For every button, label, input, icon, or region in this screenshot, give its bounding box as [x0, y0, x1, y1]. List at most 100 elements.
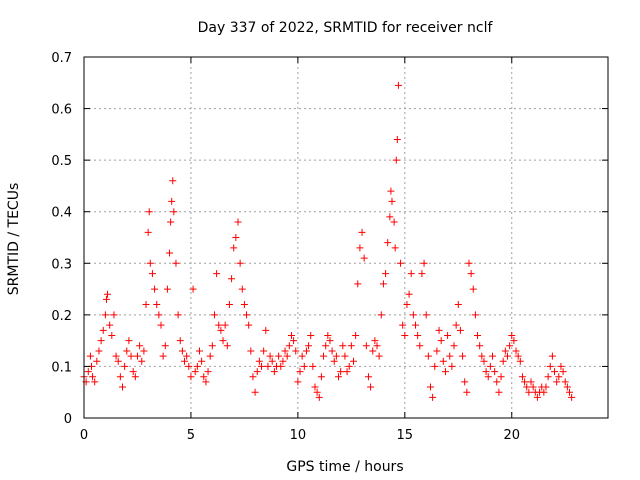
axis-ticks: 0 5 10 15 20 0 0.1 0.2 0.3 0.4 0.5 0.6 0.7: [51, 51, 608, 443]
data-point: [495, 388, 503, 396]
data-point: [163, 285, 171, 293]
data-point: [478, 352, 486, 360]
data-point: [129, 368, 137, 376]
data-point: [508, 331, 516, 339]
data-point: [454, 301, 462, 309]
data-point: [206, 352, 214, 360]
data-point: [260, 347, 268, 355]
data-point: [326, 337, 334, 345]
data-point: [480, 357, 488, 365]
data-point: [172, 259, 180, 267]
data-point: [136, 342, 144, 350]
data-point: [382, 270, 390, 278]
data-point: [401, 331, 409, 339]
data-point: [337, 368, 345, 376]
data-point: [393, 136, 401, 144]
data-point: [474, 331, 482, 339]
data-point: [356, 244, 364, 252]
data-point: [153, 301, 161, 309]
data-point: [429, 393, 437, 401]
data-point: [245, 321, 253, 329]
data-point: [360, 254, 368, 262]
data-point: [108, 331, 116, 339]
data-point: [86, 352, 94, 360]
data-point: [185, 362, 193, 370]
data-point: [497, 373, 505, 381]
y-tick-label: 0.1: [51, 360, 72, 375]
data-point: [189, 285, 197, 293]
data-point: [251, 388, 259, 396]
data-point: [99, 326, 107, 334]
data-point: [561, 378, 569, 386]
data-point: [441, 368, 449, 376]
data-point: [379, 280, 387, 288]
x-tick-label: 5: [187, 428, 195, 443]
data-point: [125, 337, 133, 345]
data-point: [426, 383, 434, 391]
data-point: [493, 378, 501, 386]
data-point: [512, 347, 520, 355]
x-tick-label: 10: [290, 428, 307, 443]
data-point: [240, 301, 248, 309]
data-point: [420, 259, 428, 267]
data-point: [142, 301, 150, 309]
data-point: [328, 347, 336, 355]
data-point: [266, 352, 274, 360]
data-point: [405, 290, 413, 298]
data-point: [176, 337, 184, 345]
data-point: [159, 352, 167, 360]
data-point: [315, 393, 323, 401]
data-point: [476, 342, 484, 350]
data-point: [157, 321, 165, 329]
data-point: [249, 373, 257, 381]
y-tick-label: 0.4: [51, 206, 72, 221]
data-point: [104, 290, 112, 298]
data-point: [307, 331, 315, 339]
data-point: [151, 285, 159, 293]
data-point: [322, 342, 330, 350]
data-point: [467, 270, 475, 278]
data-point: [463, 388, 471, 396]
data-point: [170, 208, 178, 216]
data-point: [533, 393, 541, 401]
data-point: [97, 337, 105, 345]
data-point: [367, 383, 375, 391]
data-point: [102, 295, 110, 303]
data-point: [121, 362, 129, 370]
data-point: [390, 218, 398, 226]
data-point: [418, 270, 426, 278]
data-point: [566, 388, 574, 396]
data-point: [332, 352, 340, 360]
data-point: [101, 311, 109, 319]
data-point: [388, 197, 396, 205]
data-point: [292, 347, 300, 355]
data-point: [146, 259, 154, 267]
data-point: [311, 383, 319, 391]
data-point: [553, 378, 561, 386]
data-point: [258, 362, 266, 370]
data-point: [95, 347, 103, 355]
data-point: [166, 249, 174, 257]
data-point: [403, 301, 411, 309]
data-point: [551, 368, 559, 376]
data-point: [414, 331, 422, 339]
data-point: [452, 321, 460, 329]
data-point: [283, 352, 291, 360]
x-tick-label: 15: [397, 428, 414, 443]
data-point: [183, 352, 191, 360]
data-point: [298, 352, 306, 360]
data-point: [262, 326, 270, 334]
data-point: [236, 259, 244, 267]
data-point: [223, 342, 231, 350]
data-point: [155, 311, 163, 319]
data-point: [354, 280, 362, 288]
y-tick-label: 0.2: [51, 309, 72, 324]
data-point: [391, 244, 399, 252]
data-point: [559, 368, 567, 376]
data-points: [80, 81, 576, 401]
data-point: [516, 357, 524, 365]
data-point: [174, 311, 182, 319]
y-tick-label: 0: [64, 412, 72, 427]
